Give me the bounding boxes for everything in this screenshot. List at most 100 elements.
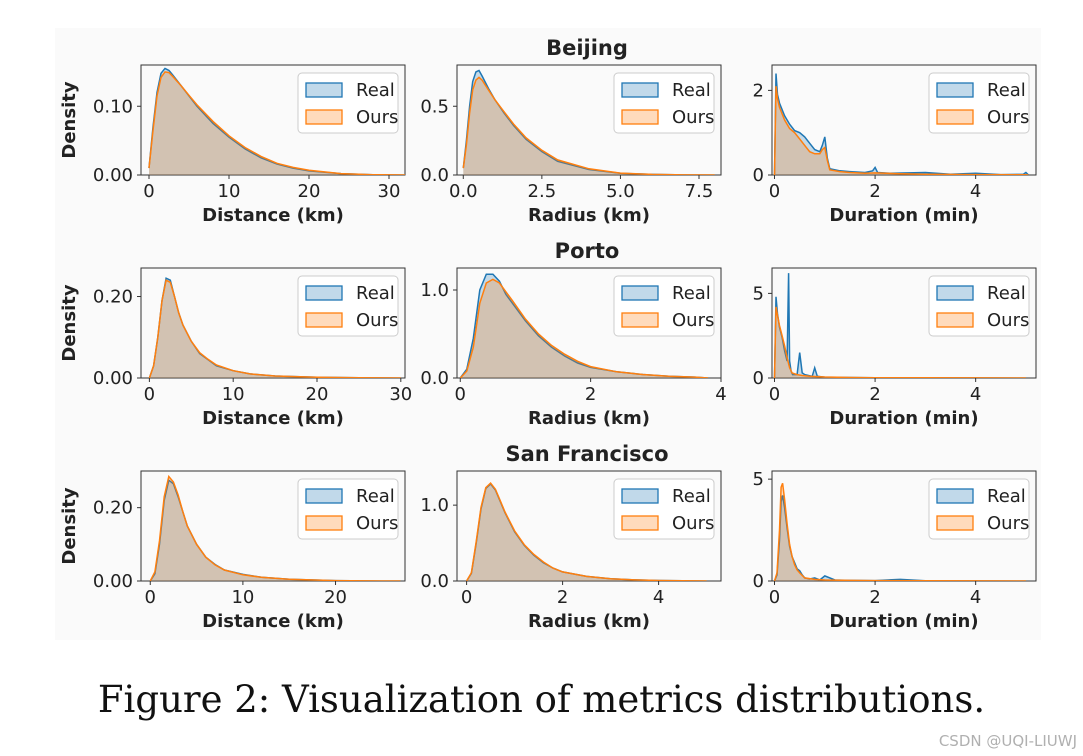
legend-label-real: Real xyxy=(672,486,711,507)
density-line-ours xyxy=(773,306,1026,378)
legend-label-real: Real xyxy=(672,80,711,101)
legend-label-ours: Ours xyxy=(987,310,1029,331)
subplot-1-3: 0 2 0 2 4 Duration (min) Real Ours xyxy=(753,64,1037,226)
x-tick-label: 2 xyxy=(585,384,596,405)
legend-label-real: Real xyxy=(356,80,395,101)
legend-swatch-real xyxy=(621,82,659,98)
series-group xyxy=(148,277,401,378)
series-group xyxy=(773,73,1030,175)
legend-box xyxy=(297,478,399,540)
x-tick-label: 20 xyxy=(306,384,329,405)
x-tick-label: 0 xyxy=(769,181,780,202)
density-line-ours xyxy=(149,474,401,581)
legend-swatch-real xyxy=(936,285,974,301)
density-line-ours xyxy=(459,278,709,378)
x-tick-label: 0 xyxy=(144,384,155,405)
row-title: Porto xyxy=(555,239,620,263)
y-tick-label: 0.20 xyxy=(93,287,133,308)
y-tick-label: 0 xyxy=(753,368,764,389)
legend-swatch-real xyxy=(305,285,343,301)
x-axis-label: Duration (min) xyxy=(829,205,978,226)
legend-swatch-ours xyxy=(305,109,343,125)
y-tick-label: 0 xyxy=(753,571,764,592)
density-line-ours xyxy=(465,481,707,581)
y-tick-label: 0.5 xyxy=(420,96,449,117)
density-area-ours xyxy=(150,476,401,581)
legend-box xyxy=(613,72,715,134)
legend-label-ours: Ours xyxy=(672,310,714,331)
x-tick-label: 2 xyxy=(557,587,568,608)
legend-box xyxy=(928,72,1030,134)
y-tick-label: 5 xyxy=(753,283,764,304)
legend-label-real: Real xyxy=(987,80,1026,101)
density-area-real xyxy=(149,278,401,378)
subplot-2-2: 0.0 1.0 0 2 4 Radius (km) Real Ours xyxy=(420,267,727,429)
x-tick-label: 10 xyxy=(222,384,245,405)
x-tick-label: 20 xyxy=(298,181,321,202)
density-area-real xyxy=(149,68,405,175)
series-group xyxy=(462,69,715,175)
legend-swatch-real xyxy=(305,488,343,504)
legend-swatch-ours xyxy=(621,312,659,328)
x-axis-label: Distance (km) xyxy=(202,205,344,226)
x-tick-label: 2 xyxy=(869,384,880,405)
x-axis-label: Duration (min) xyxy=(829,611,978,632)
legend-swatch-ours xyxy=(936,312,974,328)
legend-box xyxy=(297,72,399,134)
density-area-real xyxy=(460,274,708,378)
subplot-1-2: 0.0 0.5 0.0 2.5 5.0 7.5 Radius (km) Real Ours xyxy=(420,64,722,226)
legend-label-ours: Ours xyxy=(987,107,1029,128)
y-tick-label: 0.0 xyxy=(420,165,449,186)
y-tick-label: 1.0 xyxy=(420,280,449,301)
x-tick-label: 7.5 xyxy=(685,181,714,202)
density-area-real xyxy=(774,73,1029,175)
density-area-ours xyxy=(466,483,707,581)
x-tick-label: 4 xyxy=(970,181,981,202)
y-tick-label: 0.0 xyxy=(420,368,449,389)
density-line-ours xyxy=(773,482,1026,581)
x-axis-label: Distance (km) xyxy=(202,408,344,429)
x-tick-label: 0 xyxy=(145,587,156,608)
density-line-ours xyxy=(773,86,1029,175)
density-area-real xyxy=(463,70,715,175)
x-axis-label: Distance (km) xyxy=(202,611,344,632)
legend-label-real: Real xyxy=(987,486,1026,507)
subplot-2-3: 0 5 0 2 4 Duration (min) Real Ours xyxy=(753,267,1037,429)
series-group xyxy=(459,273,709,378)
series-group xyxy=(773,482,1026,581)
density-line-ours xyxy=(148,279,401,378)
y-tick-label: 0.20 xyxy=(93,498,133,519)
x-tick-label: 30 xyxy=(378,181,401,202)
figure-caption: Figure 2: Visualization of metrics distr… xyxy=(97,678,986,721)
legend-box xyxy=(928,478,1030,540)
y-tick-label: 0.00 xyxy=(93,165,133,186)
legend-label-ours: Ours xyxy=(672,107,714,128)
legend-label-real: Real xyxy=(672,283,711,304)
y-tick-label: 5 xyxy=(753,469,764,490)
legend-box xyxy=(613,478,715,540)
legend-label-ours: Ours xyxy=(356,310,398,331)
y-tick-label: 0.0 xyxy=(420,571,449,592)
legend-label-real: Real xyxy=(987,283,1026,304)
legend-swatch-ours xyxy=(305,312,343,328)
x-axis-label: Radius (km) xyxy=(528,205,650,226)
x-tick-label: 4 xyxy=(653,587,664,608)
x-tick-label: 0 xyxy=(769,384,780,405)
series-group xyxy=(465,481,707,581)
legend-swatch-ours xyxy=(621,515,659,531)
legend-label-ours: Ours xyxy=(987,513,1029,534)
x-tick-label: 5.0 xyxy=(606,181,635,202)
density-area-ours xyxy=(774,86,1029,175)
subplot-1-1: Beijing 0.00 0.10 0 10 20 30 Distance (km) Densi… xyxy=(59,36,628,226)
series-group xyxy=(149,474,401,581)
y-axis-label: Density xyxy=(59,284,80,361)
row-title: Beijing xyxy=(546,36,628,60)
density-area-real xyxy=(774,273,1026,378)
y-tick-label: 0.10 xyxy=(93,96,133,117)
row-title: San Francisco xyxy=(505,442,668,466)
x-tick-label: 4 xyxy=(715,384,726,405)
density-line-ours xyxy=(148,71,405,175)
legend-box xyxy=(297,275,399,337)
subplot-3-3: 0 5 0 2 4 Duration (min) Real Ours xyxy=(753,469,1037,632)
legend-box xyxy=(928,275,1030,337)
